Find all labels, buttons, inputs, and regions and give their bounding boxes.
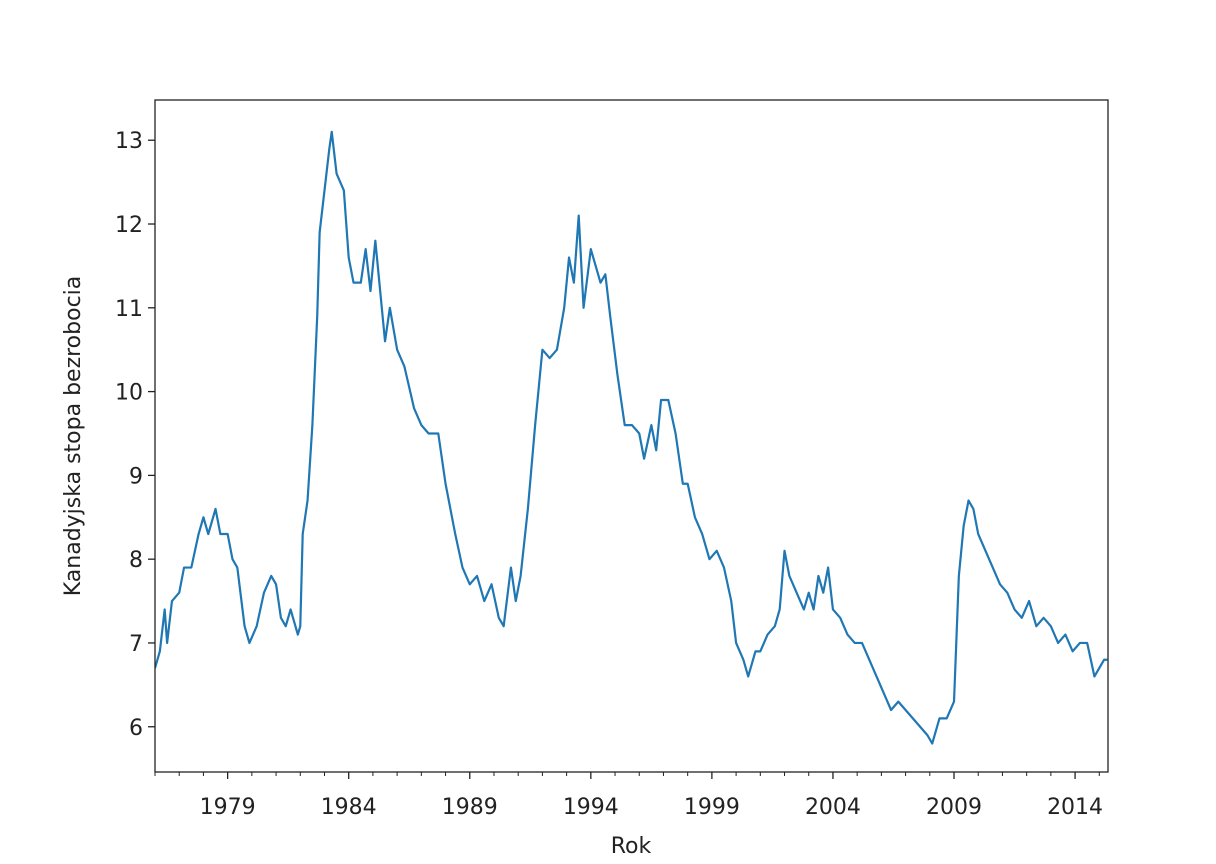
plot-frame <box>154 99 1109 773</box>
y-tick-label: 9 <box>129 464 143 489</box>
x-axis-label: Rok <box>611 834 652 859</box>
y-axis-label: Kanadyjska stopa bezrobocia <box>61 276 86 597</box>
x-tick-label: 1994 <box>563 795 619 820</box>
x-tick-label: 1984 <box>321 795 377 820</box>
y-tick-label: 13 <box>115 129 143 154</box>
y-tick-label: 7 <box>129 632 143 657</box>
x-tick-label: 2014 <box>1047 795 1103 820</box>
y-tick-label: 12 <box>115 213 143 238</box>
x-tick-label: 1989 <box>442 795 498 820</box>
y-tick-label: 11 <box>115 297 143 322</box>
y-tick-label: 10 <box>115 381 143 406</box>
data-line <box>155 130 1108 745</box>
x-tick-label: 1999 <box>684 795 740 820</box>
y-tick-label: 8 <box>129 548 143 573</box>
x-tick-label: 2004 <box>805 795 861 820</box>
x-tick-label: 2009 <box>926 795 982 820</box>
y-tick-label: 6 <box>129 716 143 741</box>
x-tick-label: 1979 <box>200 795 256 820</box>
